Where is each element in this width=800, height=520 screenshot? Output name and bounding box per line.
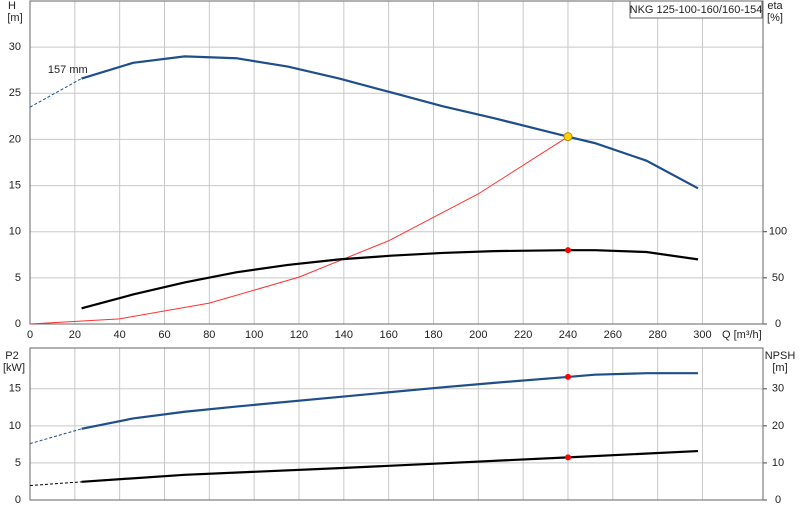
x-tick-label: 260 (604, 329, 622, 341)
duty-point (564, 373, 571, 380)
legend-box (629, 0, 763, 19)
duty-point (563, 132, 573, 142)
plot-frame (29, 347, 764, 501)
x-tick-label: 280 (648, 329, 666, 341)
curve (81, 249, 699, 310)
x-tick-label: 20 (69, 329, 81, 341)
y2-tick-label: 50 (772, 272, 784, 284)
y-tick-label: 20 (9, 133, 21, 145)
x-tick-label: 220 (514, 329, 532, 341)
y-tick-label: 0 (15, 494, 21, 506)
plot-frame (29, 0, 764, 325)
y-axis-label: H (8, 0, 16, 12)
y-tick-label: 10 (9, 226, 21, 238)
x-tick-label: 160 (379, 329, 397, 341)
y-axis-label: P2 (5, 350, 18, 362)
y2-tick-label: 0 (775, 494, 781, 506)
y-axis-label: [m] (7, 12, 22, 24)
x-tick-label: 60 (158, 329, 170, 341)
x-tick-label: 40 (114, 329, 126, 341)
curve (81, 449, 699, 483)
x-tick-label: 100 (245, 329, 263, 341)
y-tick-label: 5 (15, 272, 21, 284)
y-axis-label: [kW] (3, 362, 25, 374)
annotation: 157 mm (48, 64, 88, 76)
y2-tick-label: 10 (772, 457, 784, 469)
x-tick-label: 120 (290, 329, 308, 341)
x-tick-label: 300 (693, 329, 711, 341)
legend-text: NKG 125-100-160/160-154 (630, 4, 763, 16)
y2-axis-label: [m] (772, 362, 787, 374)
x-tick-label: 180 (424, 329, 442, 341)
y-tick-label: 15 (9, 383, 21, 395)
y-tick-label: 15 (9, 179, 21, 191)
y-tick-label: 30 (9, 41, 21, 53)
curve (81, 55, 699, 190)
y-tick-label: 5 (15, 457, 21, 469)
y2-tick-label: 30 (772, 383, 784, 395)
curve (29, 481, 82, 487)
curve (29, 136, 569, 325)
y-tick-label: 25 (9, 87, 21, 99)
x-tick-label: 200 (469, 329, 487, 341)
y2-axis-label: [%] (767, 12, 783, 24)
y-tick-label: 0 (15, 318, 21, 330)
duty-point (564, 454, 571, 461)
curve (29, 428, 82, 445)
y2-axis-label: NPSH (765, 350, 796, 362)
curve (81, 372, 698, 430)
x-tick-label: 140 (335, 329, 353, 341)
x-axis-label: Q [m³/h] (722, 329, 762, 341)
y2-axis-label: eta (767, 0, 783, 12)
duty-point (564, 247, 571, 254)
y2-tick-label: 100 (769, 226, 787, 238)
y2-tick-label: 20 (772, 420, 784, 432)
y2-tick-label: 0 (775, 318, 781, 330)
x-tick-label: 0 (27, 329, 33, 341)
x-tick-label: 80 (203, 329, 215, 341)
y-tick-label: 10 (9, 420, 21, 432)
x-tick-label: 240 (559, 329, 577, 341)
